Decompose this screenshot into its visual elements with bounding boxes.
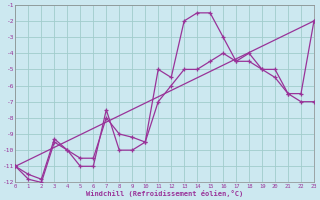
X-axis label: Windchill (Refroidissement éolien,°C): Windchill (Refroidissement éolien,°C): [86, 190, 243, 197]
